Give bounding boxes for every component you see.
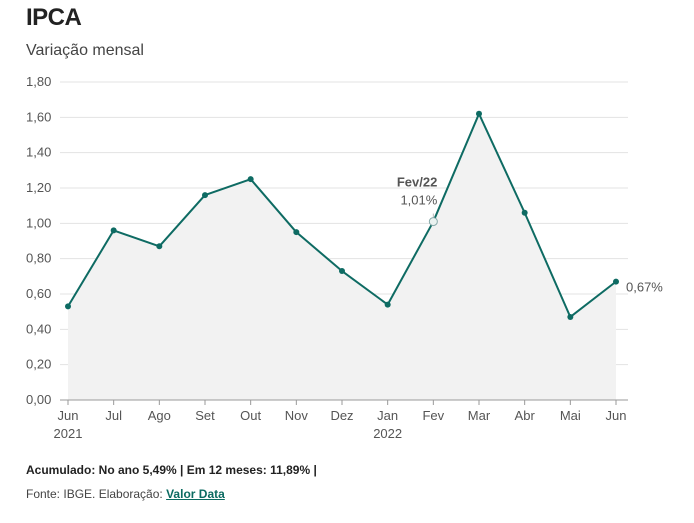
valor-data-link[interactable]: Valor Data (166, 487, 225, 501)
annotation-value: 1,01% (400, 193, 437, 208)
x-tick-label: Mai (560, 408, 581, 423)
chart-title: IPCA (26, 4, 82, 31)
data-point (384, 301, 391, 308)
y-tick-label: 0,20 (26, 357, 51, 372)
x-tick-label: Mar (468, 408, 491, 423)
source-note: Fonte: IBGE. Elaboração: Valor Data (26, 487, 225, 501)
y-tick-label: 1,80 (26, 74, 51, 89)
x-tick-label: Nov (285, 408, 309, 423)
x-tick-label: Dez (330, 408, 353, 423)
annotation-title: Fev/22 (397, 175, 437, 190)
data-point (476, 110, 482, 117)
data-point (156, 243, 163, 250)
series-area (68, 113, 616, 401)
x-tick-label: Ago (148, 408, 171, 423)
x-year-label: 2022 (373, 426, 402, 441)
x-tick-label: Out (240, 408, 261, 423)
x-tick-label: Set (195, 408, 215, 423)
data-point (521, 209, 528, 216)
y-tick-label: 1,40 (26, 145, 51, 160)
source-prefix: Fonte: IBGE. Elaboração: (26, 487, 163, 501)
x-tick-label: Jan (377, 408, 398, 423)
y-tick-label: 0,00 (26, 392, 51, 407)
x-tick-label: Jun (58, 408, 79, 423)
y-tick-label: 0,40 (26, 321, 51, 336)
highlight-point (428, 217, 438, 227)
data-point (339, 268, 345, 275)
chart-subtitle: Variação mensal (26, 42, 144, 59)
y-tick-label: 1,60 (26, 109, 51, 124)
data-point (613, 278, 619, 285)
ipca-line-chart: 0,00 0,20 0,40 0,60 0,80 1,00 1,20 1,40 1,60 1,80… (26, 74, 663, 441)
x-tick-label: Jul (105, 408, 122, 423)
x-tick-label: Jun (606, 408, 627, 423)
end-value-label: 0,67% (626, 280, 663, 295)
y-tick-label: 0,60 (26, 286, 51, 301)
data-point (247, 176, 254, 183)
accumulated-summary: Acumulado: No ano 5,49% | Em 12 meses: 1… (26, 463, 317, 477)
y-tick-label: 1,00 (26, 215, 51, 230)
x-tick-label: Fev (422, 408, 444, 423)
x-year-label: 2021 (54, 426, 83, 441)
x-tick-label: Abr (515, 408, 536, 423)
data-point (293, 229, 300, 236)
data-point (65, 303, 71, 310)
data-point (567, 313, 574, 320)
y-tick-label: 0,80 (26, 251, 51, 266)
data-point (202, 192, 208, 199)
y-tick-label: 1,20 (26, 180, 51, 195)
data-point (110, 227, 117, 234)
